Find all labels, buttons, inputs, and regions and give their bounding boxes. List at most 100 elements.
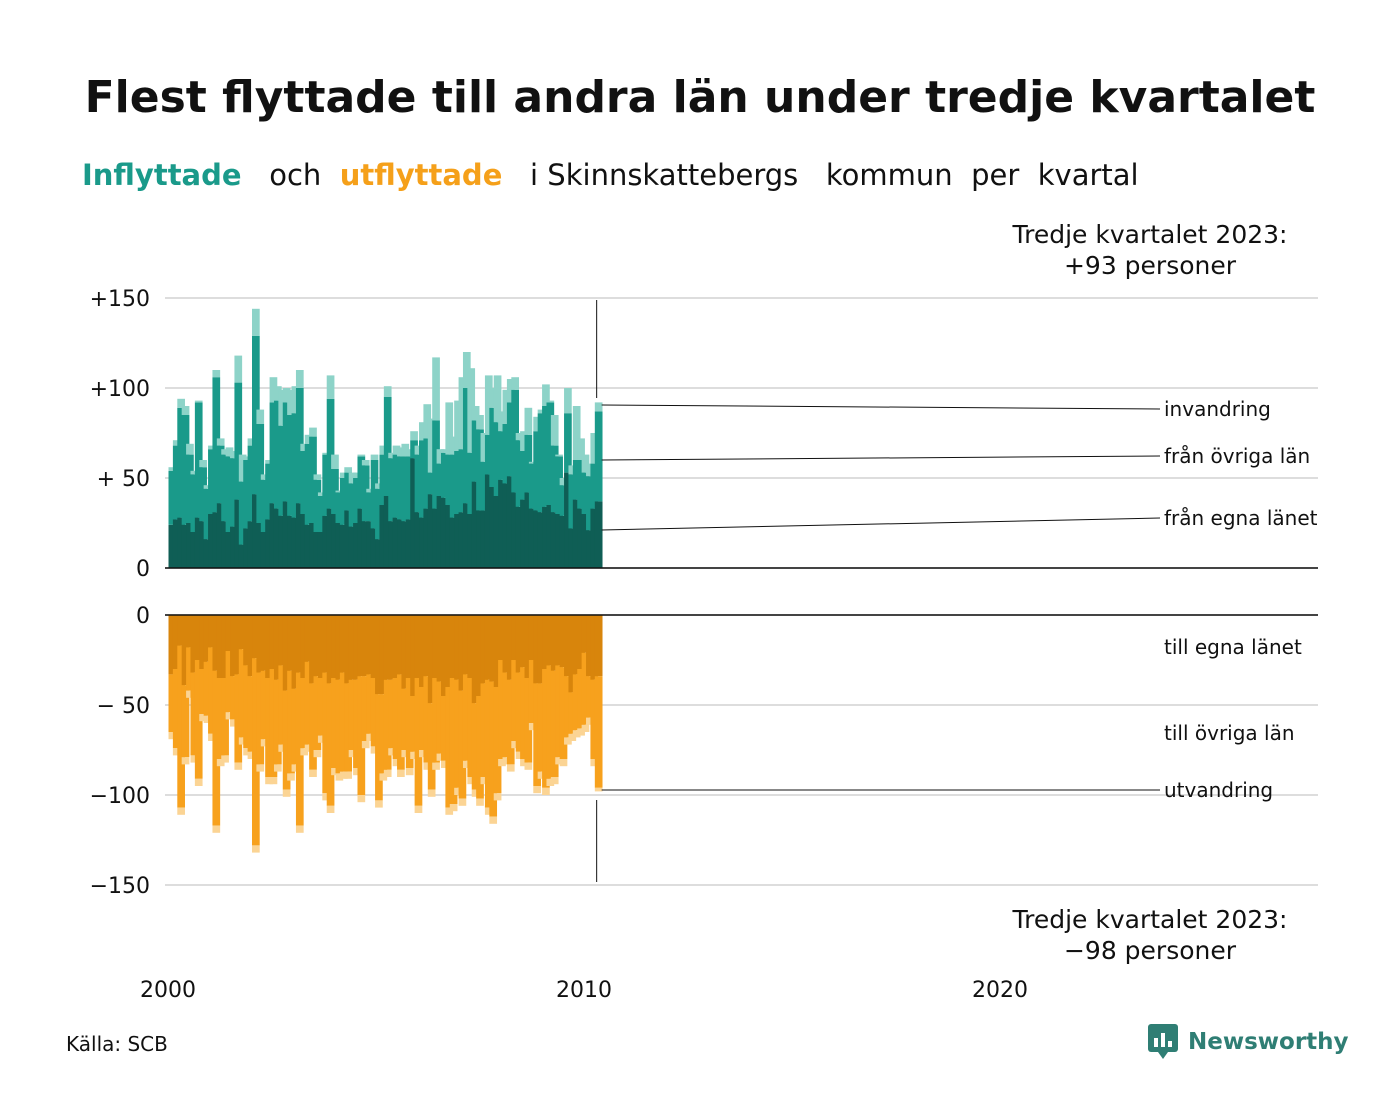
bar-in-ovriga	[260, 479, 269, 532]
bar-in-ovriga	[436, 463, 445, 496]
bar-in-ovriga	[234, 382, 243, 500]
bar-out-ovriga	[528, 660, 537, 723]
bar-out-egna	[405, 615, 414, 678]
bar-in-egna	[339, 524, 348, 568]
bar-out-utvandring	[388, 748, 396, 756]
bar-in-ovriga	[419, 440, 427, 518]
bar-in-ovriga	[502, 424, 511, 484]
bar-in-ovriga	[528, 463, 537, 509]
bar-in-ovriga	[392, 454, 401, 518]
bar-out-utvandring	[559, 759, 568, 767]
leader-fran-ovriga	[601, 455, 1161, 461]
bar-in-egna	[493, 496, 502, 568]
bar-in-invandring	[234, 355, 243, 383]
bar-out-egna	[317, 615, 326, 678]
bar-out-utvandring	[361, 741, 370, 749]
bar-out-utvandring	[177, 807, 185, 815]
bar-out-egna	[212, 615, 221, 671]
bar-in-egna	[348, 526, 357, 568]
bar-in-ovriga	[458, 449, 467, 513]
bar-out-egna	[269, 615, 278, 669]
bar-in-ovriga	[555, 456, 563, 514]
bar-out-ovriga	[260, 670, 269, 740]
bar-in-egna	[273, 508, 282, 568]
bar-in-invandring	[291, 386, 300, 414]
bar-in-invandring	[252, 308, 260, 336]
bar-in-ovriga	[353, 478, 361, 523]
bar-out-ovriga	[273, 679, 282, 765]
bar-out-ovriga	[462, 674, 471, 761]
bar-in-egna	[331, 514, 339, 568]
bar-out-ovriga	[361, 676, 370, 741]
annotation-top-line2: +93 personer	[1064, 251, 1237, 280]
bar-in-invandring	[572, 406, 581, 460]
bar-in-ovriga	[520, 451, 528, 500]
bar-out-utvandring	[291, 764, 300, 772]
bar-in-invandring	[458, 377, 467, 450]
bar-out-egna	[586, 615, 594, 677]
series-label-in: från övriga län	[1164, 444, 1310, 468]
bar-out-utvandring	[269, 777, 278, 785]
bar-out-utvandring	[256, 764, 265, 772]
bar-in-ovriga	[287, 415, 295, 516]
bar-in-egna	[243, 528, 251, 568]
bar-out-ovriga	[449, 678, 458, 804]
bar-in-egna	[533, 510, 541, 568]
bar-out-egna	[480, 615, 489, 684]
bar-in-egna	[471, 481, 480, 568]
bar-in-invandring	[181, 406, 190, 415]
bar-in-invandring	[586, 463, 594, 477]
bar-out-egna	[339, 615, 348, 673]
bar-in-egna	[353, 523, 361, 568]
bar-out-egna	[194, 615, 203, 660]
bar-in-invandring	[322, 452, 331, 455]
bar-in-invandring	[208, 445, 216, 450]
bar-out-utvandring	[423, 762, 432, 770]
subtitle-och: och	[269, 158, 322, 192]
bar-out-ovriga	[559, 667, 568, 759]
bar-in-invandring	[260, 474, 269, 480]
bar-in-invandring	[379, 445, 388, 455]
bar-out-utvandring	[590, 759, 599, 767]
bar-out-ovriga	[309, 683, 317, 770]
bar-in-invandring	[300, 443, 309, 451]
bar-in-ovriga	[454, 451, 462, 514]
bar-in-egna	[568, 528, 577, 568]
bar-out-egna	[256, 615, 265, 673]
bar-in-egna	[572, 499, 581, 568]
bar-in-egna	[581, 514, 590, 568]
bar-in-ovriga	[221, 454, 229, 522]
subtitle-utflyttade: utflyttade	[339, 158, 503, 192]
bar-in-invandring	[528, 461, 537, 464]
bar-out-egna	[520, 615, 528, 668]
bar-out-egna	[476, 615, 484, 696]
bar-out-utvandring	[331, 768, 339, 776]
bar-out-egna	[300, 615, 309, 678]
bar-out-ovriga	[313, 676, 322, 750]
bar-in-egna	[550, 512, 559, 568]
bar-in-egna	[234, 499, 243, 568]
bar-in-invandring	[462, 352, 471, 388]
bar-out-utvandring	[537, 771, 546, 779]
bar-out-ovriga	[304, 661, 313, 745]
bar-out-ovriga	[502, 672, 511, 758]
bar-out-ovriga	[194, 660, 203, 779]
bar-out-ovriga	[471, 703, 480, 790]
bar-out-utvandring	[335, 773, 344, 781]
bar-in-invandring	[405, 449, 414, 457]
bar-in-ovriga	[216, 445, 225, 504]
bar-in-egna	[397, 519, 405, 568]
bar-in-invandring	[419, 422, 427, 441]
bar-out-utvandring	[392, 759, 401, 767]
migration-bar-chart: 0 + 50 +100 +150 0 − 50 −100 −150 2000 2010 2020 in…	[90, 220, 1318, 1003]
bar-out-utvandring	[476, 798, 484, 806]
bar-in-ovriga	[564, 413, 572, 473]
annotation-top-line1: Tredje kvartalet 2023:	[1012, 220, 1288, 249]
bar-out-egna	[366, 615, 374, 675]
bar-in-invandring	[401, 443, 410, 457]
bar-out-utvandring	[493, 793, 502, 801]
bar-out-egna	[419, 615, 427, 687]
bar-out-utvandring	[405, 768, 414, 776]
bar-in-ovriga	[515, 440, 524, 507]
chart-subtitle: Inflyttade och utflyttade i Skinnskatteb…	[82, 158, 1139, 192]
